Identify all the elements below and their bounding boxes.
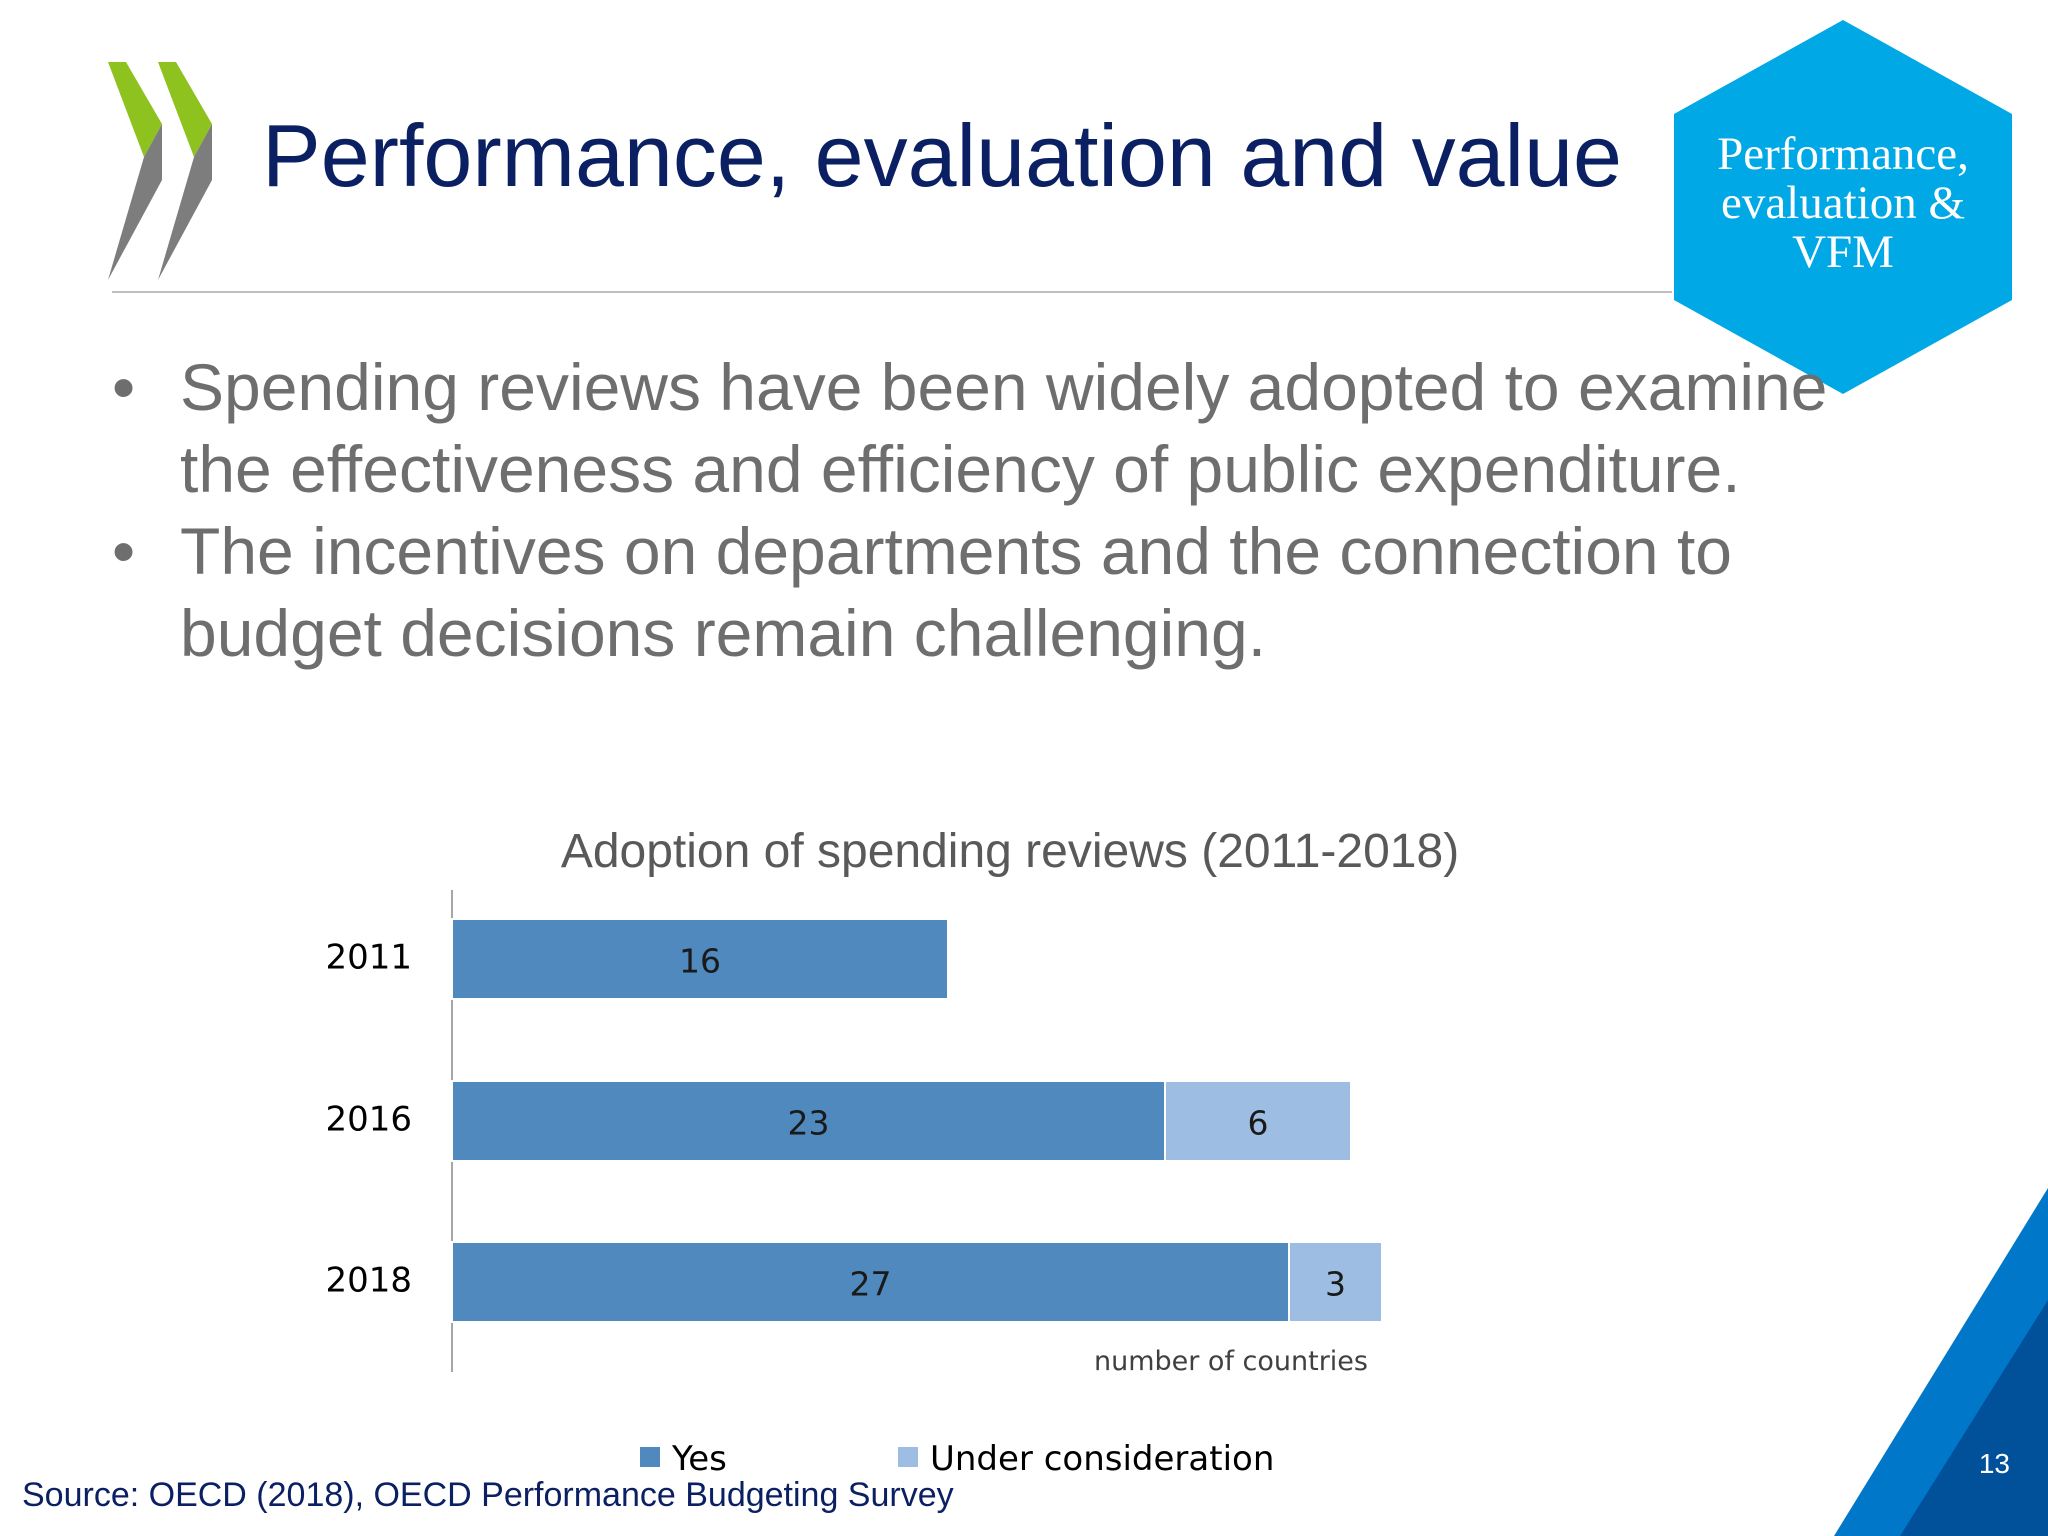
legend-label: Yes [671, 1439, 727, 1479]
logo-green-chevron-left [108, 62, 162, 157]
page-number: 13 [1978, 1448, 2010, 1479]
oecd-chevrons-logo [108, 62, 212, 280]
source-note: Source: OECD (2018), OECD Performance Bu… [22, 1476, 954, 1514]
badge-line: VFM [1792, 226, 1894, 278]
bar-segment-under-consideration [1164, 1080, 1352, 1162]
category-tick-label: 2016 [325, 1100, 412, 1140]
badge-line: evaluation & [1720, 177, 1966, 229]
bar-data-label: 27 [850, 1265, 892, 1304]
bar-data-label: 16 [679, 942, 721, 981]
bullet-item: • Spending reviews have been widely adop… [112, 346, 1872, 510]
x-axis-label: number of countries [1094, 1346, 1368, 1377]
logo-gray-chevron-right [158, 124, 212, 280]
legend-label: Under consideration [930, 1439, 1274, 1479]
title-divider [112, 291, 1672, 293]
slide-title: Performance, evaluation and value [262, 106, 1622, 205]
bar-segment-under-consideration [1288, 1241, 1383, 1323]
bullet-text: The incentives on departments and the co… [180, 514, 1732, 670]
category-tick-label: 2011 [325, 938, 412, 978]
bar-segment-yes [451, 1241, 1290, 1323]
logo-gray-chevron-left [108, 124, 162, 280]
bullet-marker: • [112, 350, 136, 424]
hexagon-badge-icon [1674, 20, 2012, 394]
bar-data-label: 3 [1325, 1265, 1346, 1304]
bar-data-label: 23 [788, 1104, 830, 1143]
corner-triangle-dark [1900, 1300, 2048, 1536]
bar-segment-yes [451, 918, 949, 1000]
bullet-text: Spending reviews have been widely adopte… [180, 350, 1828, 506]
bar-data-label: 6 [1248, 1104, 1269, 1143]
bullet-marker: • [112, 514, 136, 588]
category-tick-label: 2018 [325, 1261, 412, 1301]
chart-title: Adoption of spending reviews (2011-2018) [560, 825, 1460, 878]
badge-label: Performance, evaluation & VFM [1674, 130, 2012, 277]
badge-line: Performance, [1717, 128, 1969, 180]
legend-swatch [640, 1447, 660, 1467]
legend-swatch [898, 1447, 918, 1467]
logo-green-chevron-right [158, 62, 212, 157]
bullet-list: • Spending reviews have been widely adop… [112, 346, 1872, 674]
bar-segment-yes [451, 1080, 1166, 1162]
bullet-item: • The incentives on departments and the … [112, 510, 1872, 674]
